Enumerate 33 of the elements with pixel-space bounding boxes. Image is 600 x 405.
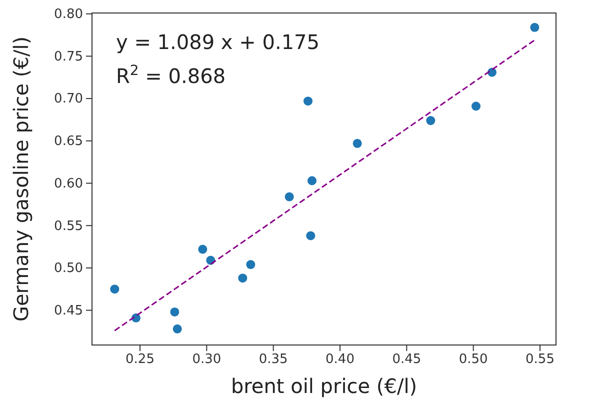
annotation: y = 1.089 x + 0.175 [116,30,320,54]
x-tick-label: 0.50 [458,352,488,368]
point [172,324,182,334]
point [198,244,208,254]
x-axis-title: brent oil price (€/l) [230,374,418,398]
y-tick-label: 0.50 [54,261,83,276]
x-tick-label: 0.40 [326,352,354,368]
point [284,192,294,202]
point [426,116,436,126]
y-tick-label: 0.45 [54,303,83,318]
point [306,231,316,240]
y-tick-label: 0.65 [54,134,83,150]
y-tick-label: 0.60 [54,176,83,192]
y-tick-label: 0.55 [54,218,83,234]
x-tick-label: 0.25 [126,352,154,368]
point [246,260,256,270]
y-axis-title: Germany gasoline price (€/l) [9,36,33,322]
x-tick-label: 0.30 [192,352,222,368]
y-tick-label: 0.70 [54,92,83,107]
x-tick-label: 0.45 [392,352,422,368]
x-tick-label: 0.35 [258,352,288,368]
point [238,274,248,283]
annotation: R$^{2}$ = 0.868 [116,63,226,88]
point [170,307,180,316]
point [303,96,313,106]
point [307,176,317,186]
y-tick-label: 0.75 [54,49,83,64]
point [110,284,120,294]
x-tick-label: 0.55 [526,352,554,368]
y-tick-label: 0.80 [54,7,83,22]
point [352,138,362,148]
point [471,102,481,111]
point [530,22,540,32]
